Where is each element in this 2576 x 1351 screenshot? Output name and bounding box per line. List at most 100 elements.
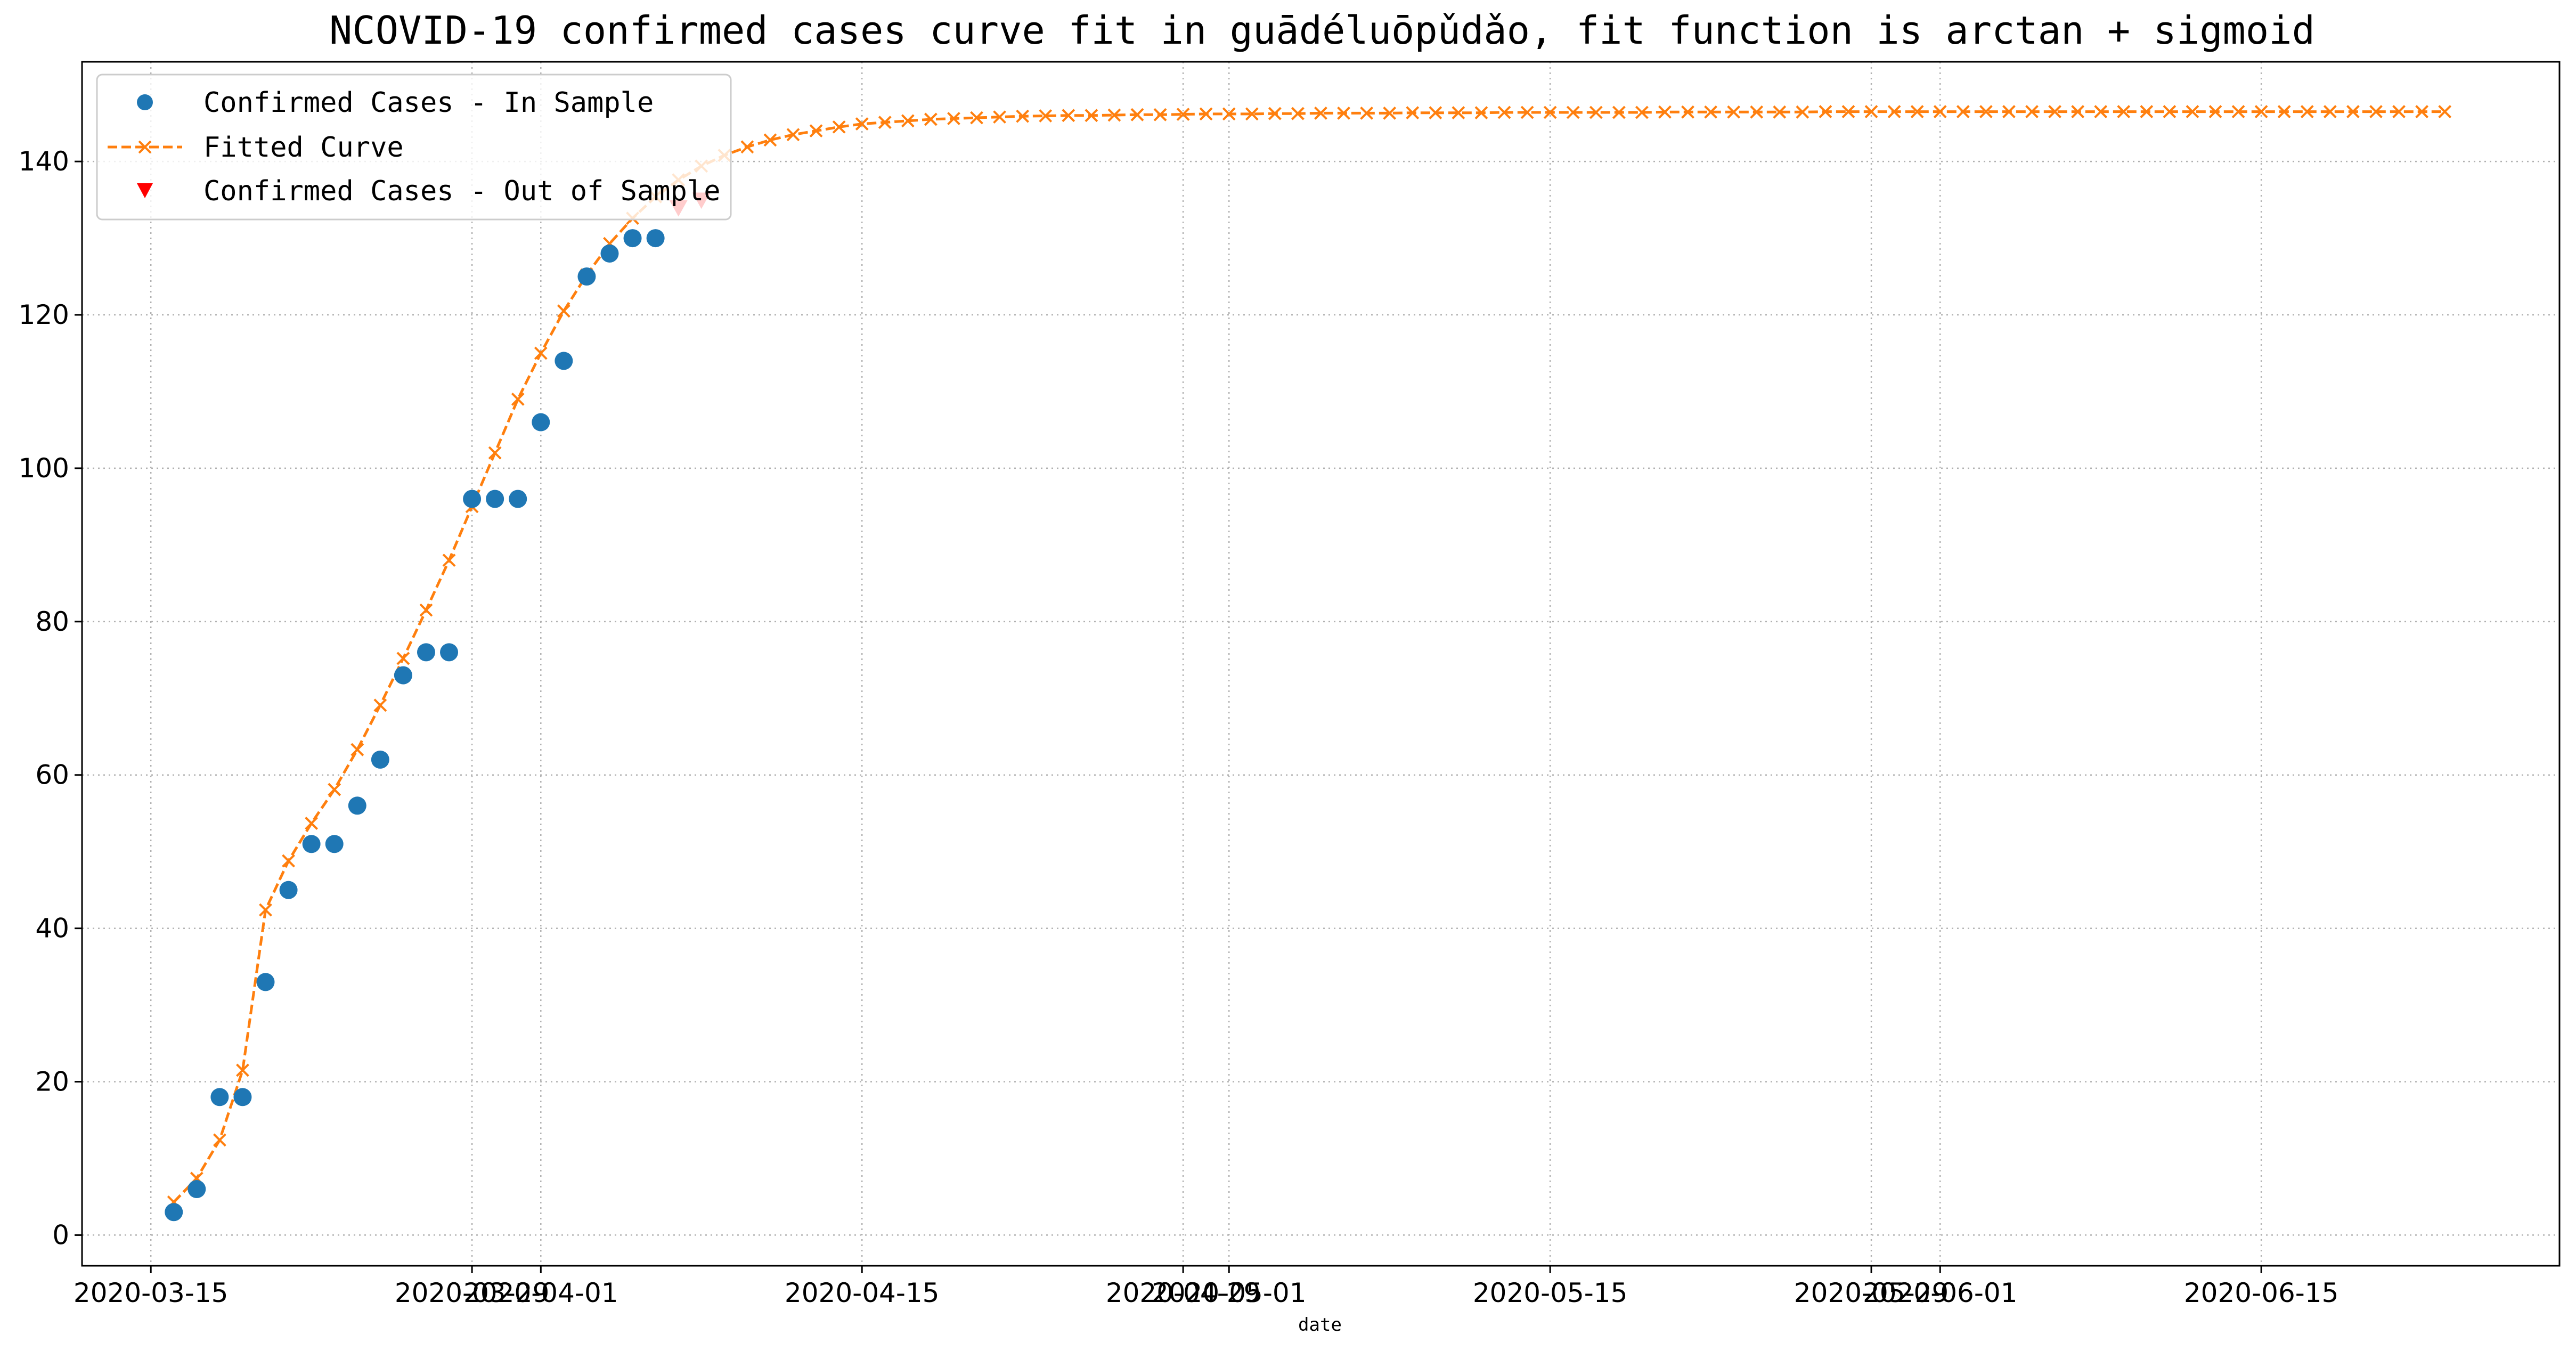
- fitted-curve-marker: [236, 1063, 249, 1077]
- fitted-curve-marker: [373, 698, 387, 712]
- in-sample-point: [279, 881, 298, 899]
- legend-marker-fitted: [138, 140, 152, 154]
- legend-label: Fitted Curve: [203, 132, 404, 164]
- fitted-curve-marker: [832, 120, 846, 134]
- y-tick-label: 80: [35, 606, 69, 637]
- fitted-curve-marker: [2048, 105, 2061, 118]
- fitted-curve-marker: [1979, 105, 1993, 118]
- fitted-curve-marker: [1062, 109, 1075, 123]
- fitted-curve-marker: [1406, 106, 1420, 120]
- in-sample-point: [210, 1088, 229, 1106]
- fitted-curve-marker: [740, 140, 754, 154]
- in-sample-point: [623, 229, 642, 248]
- fitted-curve-marker: [1452, 106, 1465, 120]
- fitted-curve-marker: [1360, 107, 1374, 120]
- in-sample-point: [233, 1088, 252, 1106]
- y-tick-label: 0: [52, 1219, 69, 1250]
- legend-label: Confirmed Cases - Out of Sample: [203, 175, 721, 207]
- fitted-curve-marker: [2094, 105, 2108, 118]
- fitted-curve-marker: [350, 743, 364, 756]
- fitted-curve-marker: [1383, 107, 1397, 120]
- fitted-curve-marker: [2002, 105, 2016, 118]
- fitted-curve-marker: [2438, 105, 2452, 118]
- fitted-curve-marker: [1199, 107, 1213, 121]
- fitted-curve-marker: [2140, 105, 2154, 118]
- fitted-curve-marker: [1796, 105, 1809, 119]
- legend-marker-out-of-sample: [137, 183, 153, 198]
- fitted-curve-marker: [855, 117, 869, 131]
- fitted-curve-marker: [2208, 105, 2222, 118]
- fitted-curve-marker: [1497, 105, 1511, 119]
- in-sample-point: [188, 1180, 206, 1199]
- fitted-curve-marker: [557, 304, 570, 318]
- fitted-curve-marker: [924, 112, 938, 126]
- fitted-curve-marker: [1750, 105, 1764, 119]
- fitted-curve-marker: [970, 111, 983, 125]
- fitted-curve-marker: [305, 816, 319, 830]
- x-tick-label: 2020-05-15: [1473, 1277, 1628, 1308]
- y-tick-label: 40: [35, 913, 69, 944]
- legend: Confirmed Cases - In Sample Fitted Curve C…: [96, 74, 732, 221]
- fitted-curve-marker: [809, 124, 823, 137]
- fitted-curve-marker: [488, 446, 502, 460]
- fitted-curve-marker: [396, 652, 410, 665]
- fitted-curve-marker: [1841, 105, 1855, 118]
- fitted-curve-marker: [419, 603, 433, 617]
- in-sample-point: [532, 413, 550, 432]
- fitted-curve-marker: [1314, 107, 1327, 120]
- fitted-curve-marker: [2163, 105, 2176, 118]
- fitted-curve-marker: [1910, 105, 1924, 118]
- in-sample-point: [348, 796, 366, 815]
- in-sample-point: [486, 490, 504, 508]
- x-tick-label: 2020-04-01: [463, 1277, 618, 1308]
- plot-frame: [81, 61, 2561, 1267]
- in-sample-point: [646, 229, 665, 248]
- fitted-curve-marker: [1016, 109, 1030, 123]
- in-sample-point: [417, 643, 435, 662]
- fitted-curve-marker: [763, 133, 777, 147]
- in-sample-point: [256, 973, 275, 991]
- fitted-curve-marker: [786, 128, 800, 142]
- y-tick-label: 100: [19, 453, 69, 484]
- fitted-curve-marker: [1337, 107, 1350, 120]
- fitted-curve-marker: [1612, 105, 1626, 119]
- y-tick-label: 60: [35, 760, 69, 791]
- y-tick-label: 120: [19, 299, 69, 330]
- in-sample-point: [509, 490, 527, 508]
- fitted-curve-marker: [1727, 105, 1741, 119]
- x-tick-label: 2020-04-15: [785, 1277, 940, 1308]
- fitted-curve-marker: [1543, 105, 1557, 119]
- in-sample-point: [555, 352, 573, 370]
- fitted-curve-marker: [1658, 105, 1672, 119]
- fitted-curve-marker: [2117, 105, 2131, 118]
- fitted-curve-marker: [1245, 107, 1259, 121]
- fitted-curve-marker: [213, 1133, 226, 1147]
- fitted-curve-marker: [2231, 105, 2245, 118]
- fitted-curve-marker: [1291, 107, 1305, 120]
- in-sample-point: [440, 643, 459, 662]
- in-sample-point: [463, 490, 482, 508]
- x-tick-label: 2020-06-15: [2184, 1277, 2339, 1308]
- x-tick-label: 2020-05-29: [1794, 1277, 1949, 1308]
- fitted-curve-marker: [1864, 105, 1878, 118]
- fitted-curve-marker: [2346, 105, 2360, 118]
- x-tick-label: 2020-03-29: [395, 1277, 550, 1308]
- legend-box: [96, 74, 732, 221]
- fitted-curve-marker: [1566, 105, 1580, 119]
- in-sample-point: [165, 1203, 183, 1222]
- fitted-curve-marker: [1704, 105, 1718, 119]
- fitted-curve-marker: [1153, 108, 1167, 121]
- fitted-curve-marker: [947, 112, 960, 125]
- in-sample-point: [394, 666, 412, 685]
- fitted-curve-marker: [442, 554, 456, 567]
- fitted-curve-marker: [1956, 105, 1970, 118]
- fitted-curve-marker: [2369, 105, 2383, 118]
- fitted-curve-marker: [2071, 105, 2085, 118]
- x-tick-label: 2020-03-15: [74, 1277, 229, 1308]
- fitted-curve-marker: [1933, 105, 1947, 118]
- fitted-curve-marker: [1039, 109, 1053, 123]
- fitted-curve-marker: [1429, 106, 1442, 120]
